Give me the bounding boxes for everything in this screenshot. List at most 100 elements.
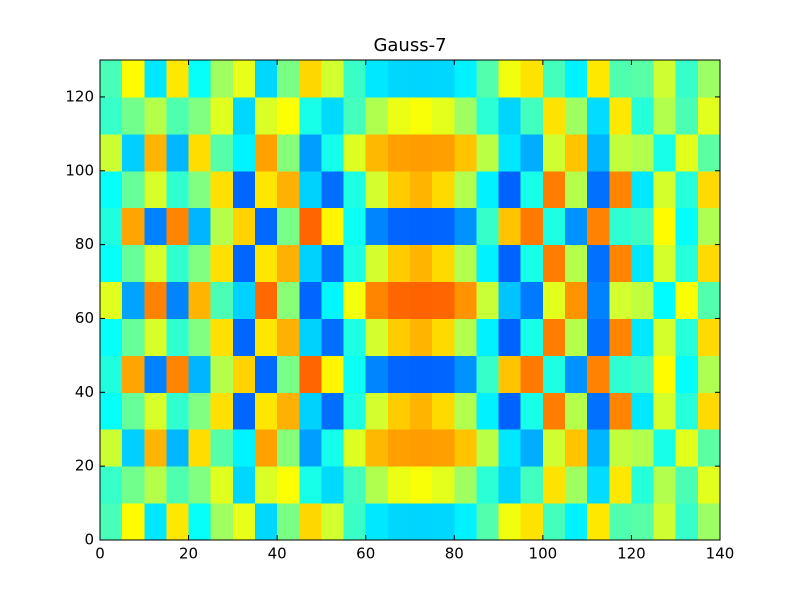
heatmap-cell (587, 429, 610, 467)
heatmap-cell (697, 429, 721, 467)
heatmap-cell (387, 466, 411, 504)
heatmap-cell (144, 170, 167, 209)
heatmap-cell (454, 392, 477, 430)
heatmap-cell (232, 207, 256, 246)
heatmap-cell (565, 281, 588, 319)
heatmap-cell (609, 503, 632, 541)
heatmap-cell (100, 207, 123, 246)
heatmap-cell (410, 466, 433, 504)
heatmap-cell (697, 133, 721, 172)
heatmap-cell (432, 60, 455, 98)
heatmap-cell (697, 96, 721, 135)
plot-frame (99, 59, 721, 541)
heatmap-cell (321, 318, 345, 356)
heatmap-cell (365, 60, 389, 98)
heatmap-cell (255, 355, 278, 393)
heatmap-cell (697, 503, 721, 541)
heatmap-cell (587, 318, 610, 356)
heatmap-cell (565, 133, 588, 172)
heatmap-cell (498, 281, 522, 319)
heatmap-cell (277, 466, 300, 504)
heatmap-cell (520, 244, 544, 283)
heatmap-cell (410, 170, 433, 209)
heatmap-cell (100, 60, 123, 98)
heatmap-cell (432, 466, 455, 504)
heatmap-cell (321, 133, 345, 172)
heatmap-cell (387, 503, 411, 541)
heatmap-cell (675, 207, 699, 246)
heatmap-cell (255, 503, 278, 541)
x-tick-label: 40 (268, 545, 287, 563)
heatmap-cell (631, 96, 655, 135)
heatmap-cell (675, 318, 699, 356)
heatmap-cell (542, 244, 566, 283)
heatmap-cell (144, 133, 167, 172)
heatmap-cell (410, 244, 433, 283)
heatmap-cell (498, 244, 522, 283)
heatmap-cell (542, 133, 566, 172)
heatmap-cell (476, 60, 500, 98)
heatmap-cell (454, 318, 477, 356)
heatmap-cell (476, 170, 500, 209)
heatmap-cell (520, 60, 544, 98)
heatmap-cell (476, 392, 500, 430)
heatmap-cell (675, 133, 699, 172)
heatmap-cell (122, 96, 145, 135)
heatmap-cell (498, 355, 522, 393)
heatmap-cell (454, 133, 477, 172)
heatmap-cell (210, 392, 234, 430)
heatmap-cell (277, 392, 300, 430)
heatmap-cell (653, 207, 677, 246)
heatmap-cell (188, 466, 212, 504)
heatmap-cell (476, 429, 500, 467)
heatmap-cell (144, 207, 167, 246)
heatmap-cell (122, 466, 145, 504)
x-tick-label: 120 (617, 545, 646, 563)
heatmap-cell (255, 429, 278, 467)
heatmap-cell (343, 429, 367, 467)
heatmap-cell (565, 207, 588, 246)
heatmap-cell (520, 318, 544, 356)
heatmap-cell (476, 355, 500, 393)
heatmap-cell (122, 503, 145, 541)
heatmap-cell (144, 60, 167, 98)
heatmap-cell (653, 503, 677, 541)
heatmap-cell (609, 60, 632, 98)
heatmap-cell (166, 503, 190, 541)
heatmap-cell (210, 133, 234, 172)
heatmap-cell (232, 244, 256, 283)
heatmap-cell (476, 207, 500, 246)
heatmap-cell (255, 244, 278, 283)
heatmap-cell (631, 466, 655, 504)
heatmap-cell (565, 318, 588, 356)
heatmap-cell (675, 503, 699, 541)
heatmap-cell (343, 244, 367, 283)
heatmap-cell (277, 96, 300, 135)
heatmap-cell (100, 244, 123, 283)
heatmap-cell (188, 60, 212, 98)
heatmap-cell (653, 170, 677, 209)
heatmap-cell (498, 60, 522, 98)
heatmap-cell (255, 96, 278, 135)
heatmap-cell (166, 318, 190, 356)
heatmap-cell (432, 355, 455, 393)
heatmap-cell (432, 392, 455, 430)
heatmap-cell (631, 281, 655, 319)
heatmap-cell (432, 244, 455, 283)
heatmap-cell (100, 429, 123, 467)
heatmap-cell (365, 392, 389, 430)
heatmap-cell (277, 170, 300, 209)
heatmap-cell (454, 60, 477, 98)
y-tick-label: 100 (65, 161, 94, 179)
heatmap-cell (122, 60, 145, 98)
heatmap-cell (321, 466, 345, 504)
heatmap-cell (343, 60, 367, 98)
heatmap-cell (520, 207, 544, 246)
heatmap-cell (321, 355, 345, 393)
heatmap-cell (697, 60, 721, 98)
heatmap-cell (609, 318, 632, 356)
heatmap-cell (188, 355, 212, 393)
heatmap-cell (144, 281, 167, 319)
heatmap-cell (498, 318, 522, 356)
heatmap-cell (697, 170, 721, 209)
